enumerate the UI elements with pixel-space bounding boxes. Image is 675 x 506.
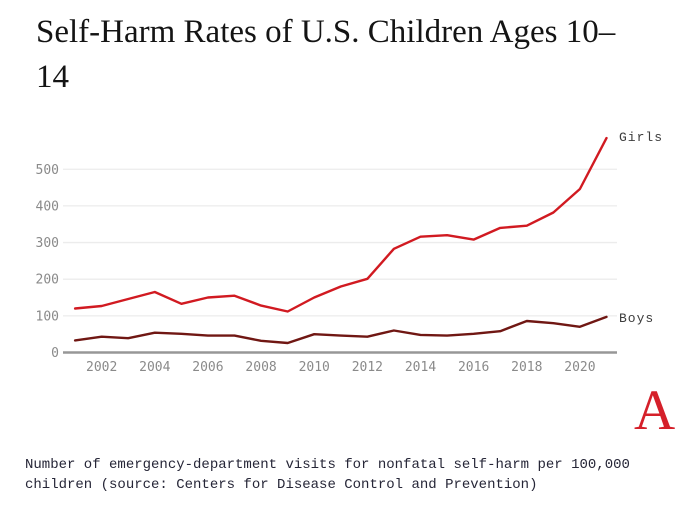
x-tick-label: 2004 [139, 360, 170, 375]
chart-caption: Number of emergency-department visits fo… [25, 455, 665, 495]
y-tick-label: 300 [36, 236, 59, 251]
line-chart: 0 100 200 300 400 500 2002 2004 2006 2008 2010 2012… [0, 120, 675, 382]
x-tick-label: 2006 [192, 360, 223, 375]
series-label-girls: Girls [619, 130, 664, 145]
x-tick-label: 2020 [564, 360, 595, 375]
x-tick-label: 2012 [352, 360, 383, 375]
y-tick-label: 100 [36, 309, 59, 324]
x-tick-label: 2018 [511, 360, 542, 375]
page-title: Self-Harm Rates of U.S. Children Ages 10… [36, 14, 616, 95]
y-tick-label: 200 [36, 273, 59, 288]
series-label-boys: Boys [619, 311, 655, 326]
x-tick-label: 2008 [245, 360, 276, 375]
after-babel-a-logo: A [634, 379, 675, 442]
line-chart-svg: 0 100 200 300 400 500 2002 2004 2006 2008 2010 2012… [36, 136, 617, 375]
caption-line-2: children (source: Centers for Disease Co… [25, 477, 538, 493]
caption-line-1: Number of emergency-department visits fo… [25, 457, 630, 473]
x-tick-label: 2014 [405, 360, 436, 375]
y-tick-label: 400 [36, 199, 59, 214]
x-tick-label: 2010 [299, 360, 330, 375]
x-tick-label: 2002 [86, 360, 117, 375]
x-tick-label: 2016 [458, 360, 489, 375]
boys-line [73, 315, 608, 345]
girls-line [73, 136, 608, 313]
y-tick-label: 500 [36, 163, 59, 178]
y-tick-label: 0 [51, 346, 59, 361]
